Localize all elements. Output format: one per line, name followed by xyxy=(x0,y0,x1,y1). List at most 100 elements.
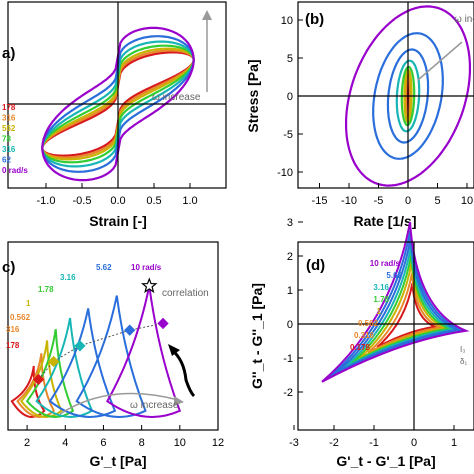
panel-c-grey-arrow xyxy=(59,392,179,415)
panel-d-label-item: 1 xyxy=(377,307,382,316)
panel-d-y-tick-label: -1 xyxy=(283,353,293,365)
panel-d-y-ticks: 3 2 1 0 -1 -2 xyxy=(283,217,303,399)
panel-c-curves xyxy=(10,277,182,418)
panel-a-series-6 xyxy=(41,26,195,182)
panel-d-label-item: 0.178 xyxy=(350,343,371,352)
panel-c-black-arrow xyxy=(170,348,196,398)
panel-b-series-5 xyxy=(386,48,430,144)
panel-b-y-tick-label: 10 xyxy=(281,15,293,27)
panel-a-frame xyxy=(7,1,227,189)
panel-d-label-item: 3.16 xyxy=(373,283,389,292)
panel-d-x-tick-label: -3 xyxy=(289,437,299,449)
panel-a-legend-item: 316 xyxy=(2,145,16,154)
panel-a-legend-item: 62 xyxy=(2,156,11,165)
panel-d-ylabel: G''_t - G''_1 [Pa] xyxy=(249,283,265,389)
panel-c-label-item: 3.16 xyxy=(60,273,76,282)
panel-c-label-item: 5.62 xyxy=(96,263,112,272)
panel-b-frame xyxy=(297,1,474,189)
panel-c-black-arrowhead xyxy=(168,344,180,356)
panel-b-x-tick-label: 5 xyxy=(434,195,440,207)
panel-b-annotation: ω incre xyxy=(454,14,474,25)
panel-b-series-1 xyxy=(404,72,412,120)
panel-d-label-item: 0.316 xyxy=(354,331,375,340)
panel-a: a) -1.0 -0.5 0.0 0.5 1.0 Strain [-] 17831656… xyxy=(2,1,227,229)
panel-c-series-1 xyxy=(16,353,56,418)
panel-c-x-tick-label: 12 xyxy=(212,437,224,449)
panel-d-x-tick-label: -2 xyxy=(329,437,339,449)
panel-d-x-ticks: -3 -2 -1 0 1 xyxy=(289,425,457,449)
panel-c-x-tick-label: 8 xyxy=(139,437,145,449)
panel-a-legend-item: 0 rad/s xyxy=(2,166,28,175)
panel-b-y-tick-label: 5 xyxy=(287,53,293,65)
panel-c-series-5 xyxy=(48,308,117,418)
panel-d-x-tick-label: 1 xyxy=(451,437,457,449)
panel-c-label-item: 1.78 xyxy=(38,285,54,294)
panel-b-ylabel: Stress [Pa] xyxy=(245,59,261,132)
panel-a-annotation: ω increase xyxy=(152,92,201,103)
panel-c-series-7 xyxy=(105,285,182,418)
panel-d-label-item: 10 rad/s xyxy=(370,259,401,268)
panel-d-x-tick-label: 0 xyxy=(411,437,417,449)
panel-d-labels: 10 rad/s 5.62 3.16 1.78 1 0.562 0.316 0.178 xyxy=(350,259,403,352)
panel-a-x-tick-label: -0.5 xyxy=(73,195,92,207)
panel-d-series-4 xyxy=(343,246,458,369)
panel-d-y-tick-label: 0 xyxy=(287,319,293,331)
panel-c-series-0 xyxy=(10,365,46,418)
panel-c-star-marker xyxy=(140,277,158,294)
panel-c-label: c) xyxy=(2,259,15,276)
panel-d: (d) -3 -2 -1 0 1 3 2 1 0 -1 -2 10 rad/s 5.62 3.16 1.… xyxy=(249,217,474,469)
panel-b-series-6 xyxy=(372,32,444,160)
panel-a-x-ticks: -1.0 -0.5 0.0 0.5 1.0 xyxy=(37,183,198,207)
panel-d-side-label-2: δ₁ xyxy=(460,357,467,366)
panel-d-y-tick-label: -2 xyxy=(283,387,293,399)
panel-b-label: (b) xyxy=(305,11,324,28)
panel-d-series-1 xyxy=(367,272,444,354)
panel-c-series-6 xyxy=(75,295,147,418)
panel-b-series-3 xyxy=(400,65,416,127)
panel-b-x-tick-label: 10 xyxy=(461,195,473,207)
panel-a-x-tick-label: 0.5 xyxy=(146,195,161,207)
panel-c-x-tick-label: 4 xyxy=(62,437,68,449)
panel-d-curves xyxy=(321,221,470,383)
panel-c-marker xyxy=(124,324,136,336)
panel-b-y-tick-label: -10 xyxy=(277,167,293,179)
panel-c-label-item: 0.562 xyxy=(10,313,31,322)
panel-d-label-item: 1.78 xyxy=(373,295,389,304)
panel-b-y-tick-label: 0 xyxy=(287,91,293,103)
panel-b-x-ticks: -15-10-5051015 xyxy=(312,183,473,207)
panel-d-series-0 xyxy=(376,283,439,349)
panel-a-curves xyxy=(41,26,195,182)
panel-c-label-item: 178 xyxy=(6,341,20,350)
panel-b-x-tick-label: -10 xyxy=(341,195,357,207)
panel-b-series-2 xyxy=(403,69,413,123)
panel-b-arrow xyxy=(417,41,463,81)
panel-a-arrowhead xyxy=(202,10,212,20)
panel-c: c) 2 4 6 8 10 12 10 rad/s 5.62 3.16 1.78 1 0.562 31… xyxy=(2,241,224,469)
panel-d-x-tick-label: -1 xyxy=(369,437,379,449)
panel-c-marker xyxy=(32,373,45,386)
panel-c-grey-arrowhead xyxy=(174,396,184,406)
panel-d-label-item: 5.62 xyxy=(386,271,402,280)
panel-a-legend-item: 178 xyxy=(2,103,16,112)
panel-c-marker xyxy=(157,317,169,330)
panel-d-frame xyxy=(297,241,474,431)
panel-c-x-ticks: 2 4 6 8 10 12 xyxy=(24,425,224,449)
panel-b-series-7 xyxy=(345,5,471,187)
panel-a-x-tick-label: 0.0 xyxy=(110,195,125,207)
panel-c-x-tick-label: 2 xyxy=(24,437,30,449)
panel-d-series-6 xyxy=(328,229,466,379)
panel-d-label: (d) xyxy=(306,257,325,274)
panel-b-x-tick-label: -5 xyxy=(374,195,384,207)
panel-c-x-tick-label: 6 xyxy=(100,437,106,449)
panel-a-x-tick-label: 1.0 xyxy=(182,195,197,207)
panel-d-side-label-1: I₃ xyxy=(460,345,465,354)
panel-b-x-tick-label: -15 xyxy=(312,195,328,207)
panel-b-y-tick-label: -5 xyxy=(283,129,293,141)
panel-a-legend-item: 316 xyxy=(2,114,16,123)
panel-b-series-4 xyxy=(395,59,421,133)
panel-a-label: a) xyxy=(2,45,15,62)
panel-c-label-item: 1 xyxy=(26,299,31,308)
